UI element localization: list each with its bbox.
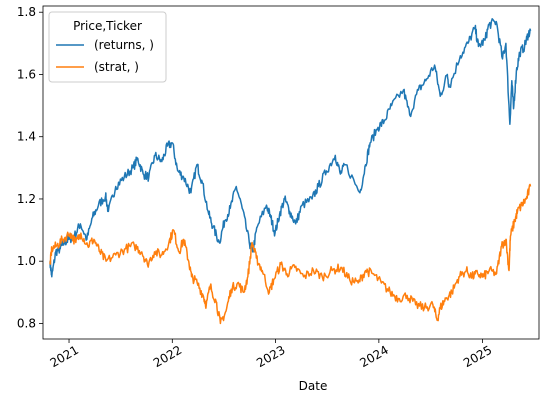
legend-title: Price,Ticker	[73, 19, 142, 33]
plot-frame	[42, 5, 540, 340]
y-tick-label: 1.8	[17, 5, 36, 19]
y-tick-label: 1.6	[17, 67, 36, 81]
legend-label: (returns, )	[94, 38, 154, 52]
y-tick-label: 1.4	[17, 130, 36, 144]
series-layer	[49, 18, 532, 325]
series-line-2	[49, 183, 532, 325]
series-line-1	[49, 18, 532, 278]
legend-box	[48, 11, 167, 83]
y-tick-label: 0.8	[17, 316, 36, 330]
legend-entries: (returns, ) (strat, )	[56, 38, 154, 74]
legend: Price,Ticker (returns, ) (strat, )	[48, 11, 167, 83]
y-axis: 0.8 1.0 1.2 1.4 1.6 1.8	[17, 5, 43, 330]
y-tick-label: 1.2	[17, 192, 36, 206]
legend-label: (strat, )	[94, 60, 139, 74]
y-tick-label: 1.0	[17, 254, 36, 268]
x-axis-label: Date	[299, 379, 328, 393]
